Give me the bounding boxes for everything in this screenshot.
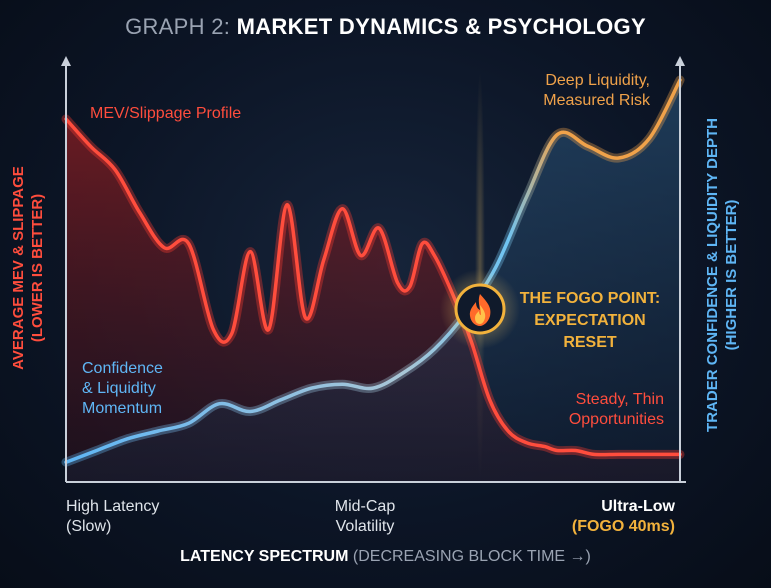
x-tick-middle-line1: Mid-Cap bbox=[334, 498, 396, 515]
deep-liquidity-line2: Measured Risk bbox=[543, 92, 650, 109]
steady-line2: Opportunities bbox=[568, 411, 664, 428]
x-tick-right: Ultra-Low (FOGO 40ms) bbox=[540, 497, 675, 537]
confidence-area bbox=[66, 80, 680, 482]
y-axis-left-label-line2: (LOWER IS BETTER) bbox=[29, 193, 46, 343]
x-tick-left-line1: High Latency bbox=[66, 498, 160, 515]
x-tick-right-line2: (FOGO 40ms) bbox=[571, 518, 675, 535]
x-tick-middle: Mid-Cap Volatility bbox=[310, 497, 420, 537]
x-axis-label-sub: (DECREASING BLOCK TIME →) bbox=[352, 548, 591, 565]
chart-title: GRAPH 2: MARKET DYNAMICS & PSYCHOLOGY bbox=[0, 14, 771, 40]
confidence-annotation: Confidence & Liquidity Momentum bbox=[82, 359, 163, 419]
chart-title-main: MARKET DYNAMICS & PSYCHOLOGY bbox=[236, 14, 646, 39]
fogo-point-line1: THE FOGO POINT: bbox=[519, 290, 661, 307]
y-axis-right-arrow bbox=[675, 56, 685, 66]
deep-liquidity-annotation: Deep Liquidity, Measured Risk bbox=[510, 71, 650, 111]
confidence-line bbox=[64, 78, 682, 464]
y-axis-left-arrow bbox=[61, 56, 71, 66]
y-axis-right-label-line1: TRADER CONFIDENCE & LIQUIDITY DEPTH bbox=[704, 118, 721, 432]
x-tick-left: High Latency (Slow) bbox=[66, 497, 159, 537]
fogo-point-line3: RESET bbox=[563, 334, 617, 351]
steady-annotation: Steady, Thin Opportunities bbox=[520, 390, 664, 430]
chart-title-prefix: GRAPH 2: bbox=[125, 14, 231, 39]
fogo-point-line2: EXPECTATION bbox=[534, 312, 646, 329]
flame-icon bbox=[469, 294, 491, 326]
x-axis-label-main: LATENCY SPECTRUM bbox=[180, 548, 349, 565]
confidence-annotation-line3: Momentum bbox=[82, 400, 163, 417]
x-tick-left-line2: (Slow) bbox=[66, 518, 112, 535]
y-axis-right-label-line2: (HIGHER IS BETTER) bbox=[723, 199, 740, 351]
confidence-annotation-line1: Confidence bbox=[82, 360, 163, 377]
mev-area bbox=[66, 119, 680, 482]
mev-line bbox=[64, 117, 682, 457]
y-axis-left-label-line1: AVERAGE MEV & SLIPPAGE bbox=[10, 166, 27, 370]
x-tick-middle-line2: Volatility bbox=[335, 518, 395, 535]
deep-liquidity-line1: Deep Liquidity, bbox=[545, 72, 650, 89]
mev-annotation: MEV/Slippage Profile bbox=[90, 105, 242, 122]
x-tick-right-line1: Ultra-Low bbox=[601, 498, 675, 515]
steady-line1: Steady, Thin bbox=[575, 391, 664, 408]
confidence-annotation-line2: & Liquidity bbox=[82, 380, 156, 397]
x-axis-label: LATENCY SPECTRUM (DECREASING BLOCK TIME … bbox=[0, 548, 771, 566]
fogo-point-marker bbox=[454, 283, 506, 335]
y-axis-left-label: AVERAGE MEV & SLIPPAGE (LOWER IS BETTER) bbox=[9, 166, 47, 370]
fogo-point-annotation: THE FOGO POINT: EXPECTATION RESET bbox=[505, 288, 675, 354]
y-axis-right-label: TRADER CONFIDENCE & LIQUIDITY DEPTH (HIG… bbox=[703, 118, 741, 432]
